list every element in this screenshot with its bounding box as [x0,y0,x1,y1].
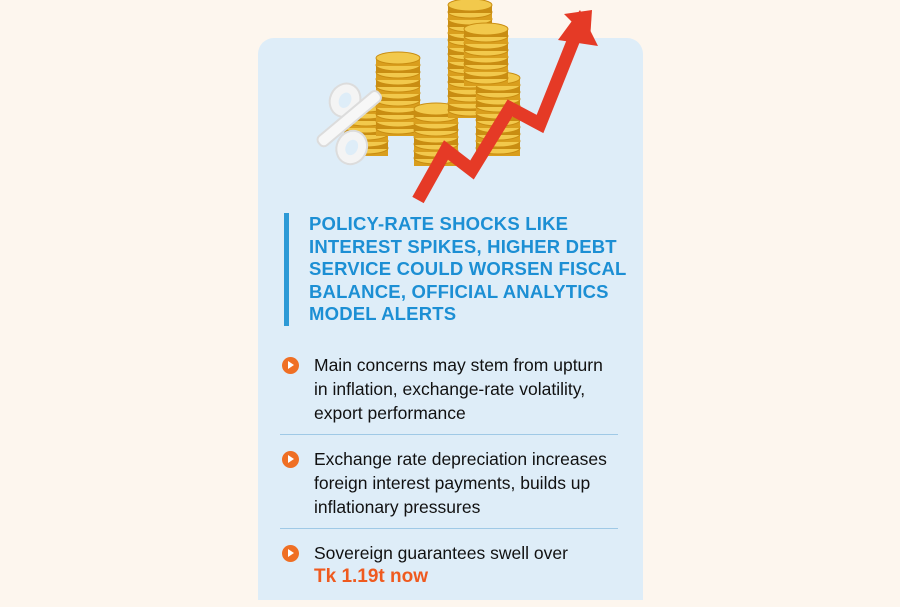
coin-top [463,22,509,36]
rising-red-arrow-icon [412,10,598,204]
bullet-highlight: Tk 1.19t now [314,566,429,587]
coin-top [375,51,421,65]
bullet-text: Sovereign guarantees swell over [314,543,568,563]
header-illustration [316,0,598,204]
bullet-text: Exchange rate depreciation increases for… [314,449,607,517]
headline: POLICY-RATE SHOCKS LIKE INTEREST SPIKES,… [309,213,627,324]
play-circle-icon [282,451,299,468]
bullet-item: Exchange rate depreciation increases for… [280,444,618,529]
headline-block: POLICY-RATE SHOCKS LIKE INTEREST SPIKES,… [284,213,659,326]
bullet-list: Main concerns may stem from upturn in in… [280,350,618,607]
percent-sign-icon [316,82,382,166]
play-circle-icon [282,545,299,562]
bullet-item: Main concerns may stem from upturn in in… [280,350,618,435]
bullet-item: Sovereign guarantees swell over Tk 1.19t… [280,538,618,598]
coin-top [447,0,493,12]
play-circle-icon [282,357,299,374]
infographic: POLICY-RATE SHOCKS LIKE INTEREST SPIKES,… [258,0,643,600]
bullet-text: Main concerns may stem from upturn in in… [314,355,603,423]
